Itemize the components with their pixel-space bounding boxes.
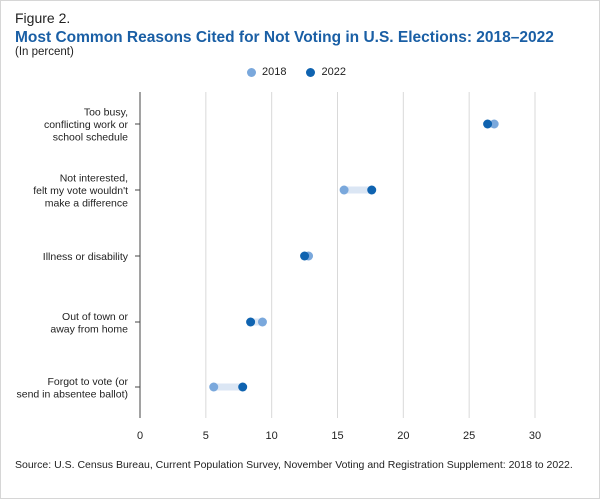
point-2022-3 (246, 317, 256, 327)
point-2022-1 (367, 185, 377, 195)
category-label-3: Out of town or away from home (50, 311, 128, 336)
point-2018-3 (257, 317, 267, 327)
category-label-1: Not interested, felt my vote wouldn't make… (33, 173, 128, 210)
x-tick-label-30: 30 (529, 430, 541, 442)
category-label-line: Illness or disability (43, 251, 129, 263)
x-tick-label-0: 0 (137, 430, 143, 442)
chart-subtitle: (In percent) (15, 46, 74, 58)
figure-label: Figure 2. (15, 10, 71, 26)
source-note: Source: U.S. Census Bureau, Current Popu… (15, 459, 573, 471)
category-label-line: send in absentee ballot) (17, 388, 129, 400)
category-label-4: Forgot to vote (or send in absentee ballo… (17, 376, 129, 401)
legend-item-2022: 2022 (306, 66, 346, 78)
legend-marker-2022 (306, 67, 316, 77)
category-label-line: Forgot to vote (or (47, 376, 128, 388)
point-2022-0 (483, 119, 493, 129)
point-2018-4 (209, 382, 219, 392)
x-tick-label-25: 25 (463, 430, 475, 442)
x-tick-label-5: 5 (203, 430, 209, 442)
category-label-line: felt my vote wouldn't (33, 185, 128, 197)
x-tick-label-15: 15 (331, 430, 343, 442)
category-label-line: Out of town or (62, 311, 128, 323)
chart-legend: 2018 2022 (247, 66, 366, 78)
point-2018-0 (489, 119, 499, 129)
legend-label-2022: 2022 (321, 66, 346, 78)
category-label-line: school schedule (53, 132, 128, 144)
chart-title: Most Common Reasons Cited for Not Voting… (15, 29, 554, 46)
legend-item-2018: 2018 (247, 66, 286, 78)
category-label-line: Not interested, (60, 173, 128, 185)
category-label-2: Illness or disability (43, 251, 129, 263)
legend-label-2018: 2018 (262, 66, 287, 78)
point-2022-2 (300, 251, 310, 261)
legend-marker-2018 (247, 67, 256, 77)
x-tick-label-20: 20 (397, 430, 409, 442)
category-label-line: Too busy, (84, 107, 128, 119)
point-2022-4 (238, 382, 248, 392)
point-2018-1 (339, 185, 349, 195)
category-label-0: Too busy, conflicting work or school sched… (44, 107, 129, 144)
category-label-line: make a difference (45, 198, 128, 210)
category-label-line: away from home (50, 323, 128, 335)
category-label-line: conflicting work or (44, 119, 129, 131)
x-tick-label-10: 10 (266, 430, 278, 442)
